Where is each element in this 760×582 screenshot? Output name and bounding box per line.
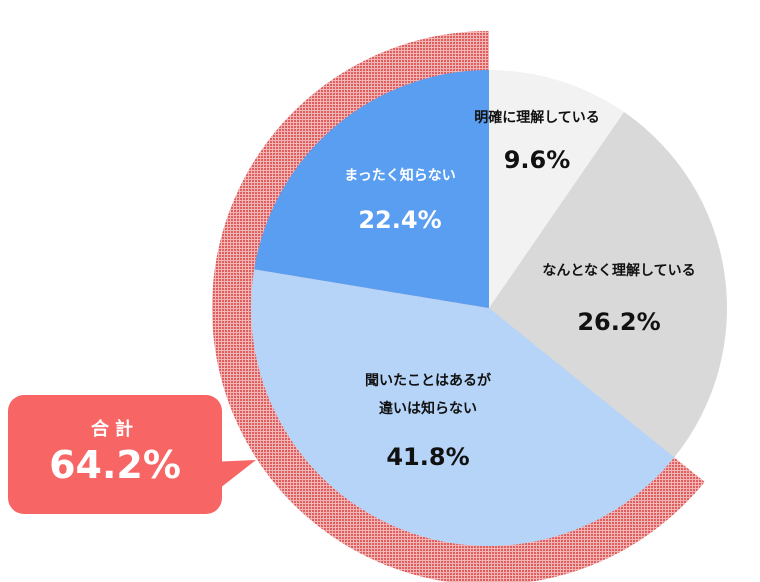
slice-value-label: 41.8% — [386, 443, 469, 471]
pie-slice — [489, 70, 625, 308]
total-value: 64.2% — [49, 443, 181, 487]
slice-label: 違いは知らない — [379, 400, 477, 417]
slice-value-label: 9.6% — [504, 146, 571, 174]
total-callout: 合計 64.2% — [8, 395, 222, 514]
total-label: 合計 — [91, 419, 139, 440]
slice-value-label: 22.4% — [358, 206, 441, 234]
slice-label: 聞いたことはあるが — [365, 372, 492, 389]
pie-slice — [250, 269, 675, 547]
slice-label: まったく知らない — [344, 167, 455, 184]
pie-slice — [489, 111, 728, 458]
slice-label: なんとなく理解している — [542, 262, 695, 279]
pie-slice — [254, 70, 489, 308]
slice-value-label: 26.2% — [577, 308, 660, 336]
slice-label: 明確に理解している — [474, 109, 600, 126]
